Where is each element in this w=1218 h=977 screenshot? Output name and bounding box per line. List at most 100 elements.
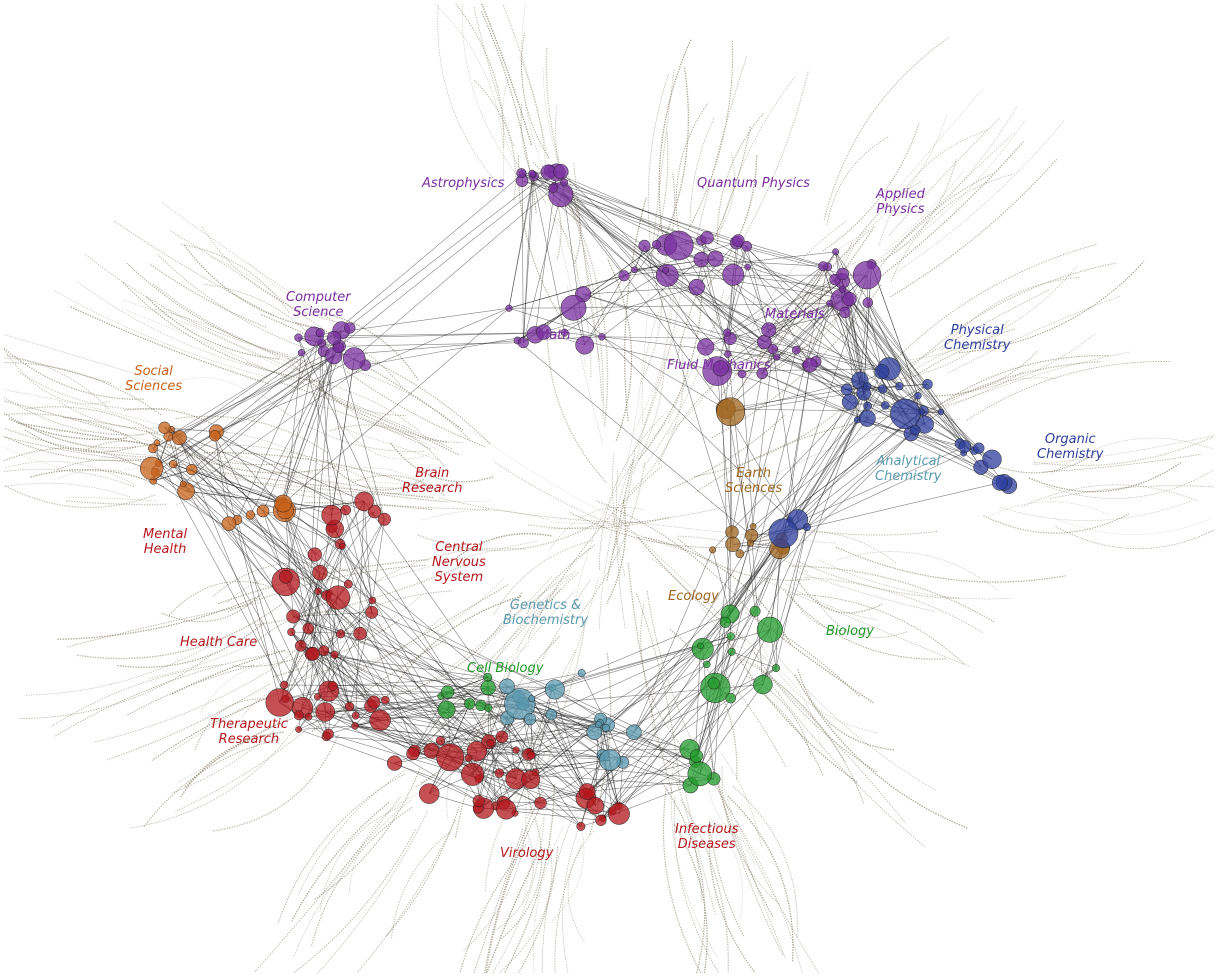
journal-fiber [794,674,968,829]
citation-link [702,648,715,779]
journal-fiber [3,334,171,386]
journal-fiber [826,135,890,225]
journal-fiber [321,312,419,380]
journal-fiber [675,102,709,237]
field-node [336,629,346,639]
citation-link [168,330,342,437]
journal-fiber [708,821,745,937]
citation-link [283,307,510,504]
journal-fiber [390,832,450,939]
citation-link [804,303,831,366]
journal-fiber [383,595,522,702]
field-node [325,585,351,610]
journal-fiber [126,262,324,366]
field-node [294,639,307,652]
journal-fiber [671,761,718,958]
citation-link [262,510,341,634]
journal-fiber [527,618,587,784]
citation-link [762,527,808,685]
field-node [895,382,904,391]
journal-fiber [606,499,627,605]
citation-link [776,274,868,358]
citation-link [607,724,696,763]
citation-link [815,361,847,390]
field-node [863,382,872,391]
citation-link [717,368,890,372]
citation-link [250,347,339,516]
journal-fiber [562,801,591,974]
journal-fiber [431,588,557,726]
citation-link [644,245,733,533]
journal-fiber [796,560,961,599]
journal-fiber [135,429,328,470]
journal-fiber [789,565,995,623]
citation-link [849,298,975,451]
field-node [726,632,735,641]
citation-link [332,654,335,687]
citation-link [308,572,321,717]
field-node [496,799,517,820]
citation-link [602,667,777,756]
citation-link [729,411,731,615]
citation-link [332,685,532,756]
journal-fiber [151,688,292,761]
journal-fiber [658,38,692,235]
journal-fiber [425,571,576,743]
citation-link [529,719,541,803]
citation-link [775,527,808,669]
citation-link [285,510,319,592]
field-nodes [140,163,1018,831]
citation-link [338,172,557,348]
journal-fiber [667,414,786,491]
citation-link [867,302,924,411]
journal-fiber [892,243,1097,363]
citation-link [584,244,657,346]
journal-fiber [199,660,311,714]
journal-fiber [386,806,460,937]
journal-fiber [520,102,546,203]
field-node [369,709,391,731]
citation-link [328,593,350,707]
journal-fiber [822,123,920,252]
citation-link [285,576,375,703]
citation-link [535,687,553,773]
journal-fiber [773,651,937,791]
journal-fiber [515,572,580,652]
journal-fiber [667,264,762,435]
field-node [365,605,379,619]
journal-fiber [66,500,167,506]
field-node [735,549,745,559]
citation-link [730,338,906,415]
citation-link [634,269,883,372]
citation-link [746,246,868,387]
field-node [494,768,505,778]
citation-link [563,182,706,348]
journal-fiber [752,649,878,773]
citation-link [151,431,217,469]
citation-link [725,408,791,521]
citation-link [191,355,334,470]
citation-link [312,653,326,713]
citation-link [726,242,737,333]
field-node [703,660,711,669]
journal-fiber [487,574,574,675]
journal-fiber [533,825,565,974]
field-node [741,240,753,252]
journal-fiber [673,824,708,974]
citation-link [281,503,325,651]
label-biology: Biology [826,624,874,639]
citation-link [751,405,868,536]
journal-fiber [680,799,729,974]
field-node [725,692,736,704]
citation-link [601,336,731,339]
field-node [910,424,921,436]
citation-link [488,707,532,756]
journal-fiber [708,816,743,920]
journal-fiber [502,3,549,159]
field-node [338,542,346,550]
citation-link [769,547,784,630]
citation-link [355,501,365,716]
journal-fiber [50,664,223,728]
journal-fiber [253,796,401,974]
field-node [991,474,1008,491]
